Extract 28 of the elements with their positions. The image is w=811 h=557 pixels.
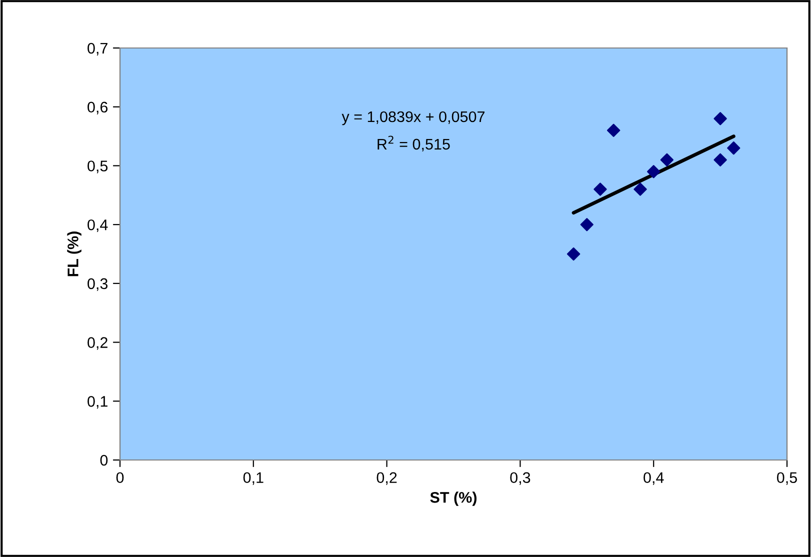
y-tick-label: 0,7 — [88, 42, 108, 56]
x-axis-title: ST (%) — [430, 492, 477, 506]
y-tick-label: 0,5 — [88, 160, 108, 174]
annotation: R$^{2}$ = 0,515 — [378, 136, 450, 152]
point — [594, 182, 607, 196]
y-tick-label: 0,6 — [88, 102, 108, 114]
point — [647, 165, 660, 178]
y-tick-label: 0 — [100, 454, 108, 466]
y-tick-label: 0,1 — [88, 396, 108, 409]
point — [566, 247, 580, 261]
y-tick-label: 0,4 — [88, 219, 108, 232]
annotation: y = 1,0839x + 0,0507 — [342, 111, 484, 126]
point — [714, 153, 727, 166]
x-tick-label: 0,2 — [376, 472, 397, 485]
x-tick-label: 0,4 — [644, 472, 664, 485]
point — [606, 124, 620, 137]
x-tick-label: 0,3 — [510, 472, 530, 485]
point — [727, 141, 740, 155]
x-tick-label: 0,1 — [243, 472, 264, 485]
y-tick-label: 0,2 — [88, 337, 108, 350]
point — [660, 153, 674, 166]
y-axis-title: FL (%) — [67, 232, 82, 276]
x-tick-label: 0 — [116, 472, 124, 484]
point — [714, 112, 727, 126]
x-tick-label: 0,5 — [776, 472, 797, 485]
y-tick-label: 0,3 — [88, 278, 108, 291]
point — [634, 182, 647, 196]
point — [580, 218, 594, 232]
